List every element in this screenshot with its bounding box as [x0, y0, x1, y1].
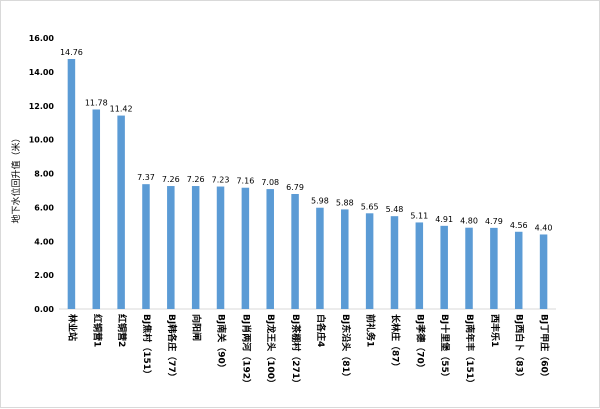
data-label: 14.76 [60, 48, 83, 57]
category-label: BJ西白卜（83） [514, 314, 526, 382]
data-label: 7.16 [236, 177, 254, 186]
bar [440, 225, 448, 309]
bar [539, 234, 548, 309]
bar-series [67, 59, 548, 309]
category-label: 长林庄（87） [389, 314, 401, 372]
data-label: 6.79 [286, 183, 304, 192]
y-tick-label: 4.00 [34, 237, 54, 246]
category-label: 向阳闸 [191, 314, 203, 341]
category-label: BJ龙王头（100） [265, 314, 277, 388]
data-label: 7.08 [261, 178, 279, 187]
category-label: BJ东沿头（81） [340, 314, 352, 382]
data-label: 4.80 [460, 217, 478, 226]
bar [514, 231, 523, 309]
data-label: 5.11 [410, 211, 428, 220]
category-label: BJ茶棚村（271） [290, 314, 302, 388]
data-label: 7.26 [187, 175, 205, 184]
category-label: BJ肖两河（192） [240, 314, 252, 388]
category-label: BJ孝德（70） [414, 314, 426, 373]
category-labels: 林业站 红铜营1 红铜营2 BJ焦村（151） BJ韩各庄（77） 向阳闸 BJ南关（90）… [66, 314, 550, 388]
y-tick-label: 10.00 [29, 136, 55, 145]
data-label: 7.23 [212, 176, 230, 185]
category-label: 白各庄4 [315, 314, 327, 347]
y-tick-label: 16.00 [29, 34, 55, 43]
data-label: 4.91 [435, 215, 453, 224]
data-label: 11.42 [110, 105, 133, 114]
y-tick-label: 14.00 [29, 68, 55, 77]
bar [365, 213, 374, 309]
bar [92, 109, 101, 309]
y-tick-label: 12.00 [29, 102, 55, 111]
y-axis-ticks: 0.00 2.00 4.00 6.00 8.00 10.00 12.00 14.00 16.00 [29, 34, 55, 314]
category-label: 前礼务1 [365, 314, 377, 347]
bar [117, 115, 125, 309]
data-label: 4.56 [510, 221, 528, 230]
bar [291, 193, 299, 309]
bar [67, 59, 76, 309]
category-label: BJ十里堡（55） [439, 314, 451, 382]
bar [191, 186, 200, 309]
data-label: 5.65 [361, 202, 379, 211]
category-label: 红铜营2 [116, 314, 128, 347]
data-label: 4.40 [535, 223, 553, 232]
bar [142, 184, 150, 309]
y-tick-label: 6.00 [34, 203, 54, 212]
bar [390, 216, 399, 309]
y-tick-label: 0.00 [34, 305, 54, 314]
bar [490, 227, 498, 309]
data-label: 11.78 [85, 98, 108, 107]
bar [465, 227, 473, 309]
bar [341, 209, 349, 309]
bar [241, 187, 250, 309]
bar [266, 189, 274, 309]
category-label: BJ南年丰（151） [464, 314, 476, 388]
data-label: 7.37 [137, 173, 155, 182]
y-axis-title: 地下水位回升值（米） [10, 133, 22, 223]
category-label: 林业站 [66, 314, 78, 341]
category-label: BJ南关（90） [216, 314, 228, 373]
bar [415, 222, 424, 309]
data-label: 5.98 [311, 197, 329, 206]
y-tick-label: 2.00 [34, 271, 54, 280]
category-label: BJ丁甲庄（60） [539, 314, 551, 382]
data-label: 4.79 [485, 217, 503, 226]
category-label: 红铜营1 [91, 314, 103, 347]
bar [316, 207, 324, 309]
data-label: 7.26 [162, 175, 180, 184]
data-label: 5.48 [386, 205, 404, 214]
bar [167, 186, 175, 309]
data-label: 5.88 [336, 198, 354, 207]
category-label: BJ韩各庄（77） [166, 314, 178, 382]
category-label: BJ焦村（151） [141, 314, 153, 379]
y-tick-label: 8.00 [34, 170, 54, 179]
category-label: 西丰乐1 [489, 314, 501, 347]
bar [216, 186, 225, 309]
